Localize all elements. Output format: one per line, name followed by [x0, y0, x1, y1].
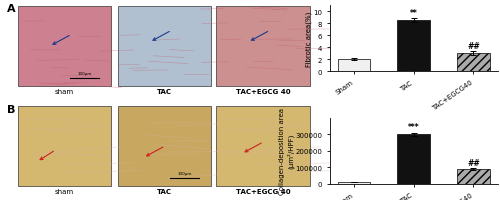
Bar: [118, 106, 212, 186]
Bar: [398, 135, 430, 184]
Bar: [18, 106, 112, 186]
Bar: [457, 54, 490, 72]
Text: sham: sham: [55, 188, 74, 194]
Text: TAC: TAC: [157, 188, 172, 194]
Bar: [457, 169, 490, 184]
Text: TAC+EGCG 40: TAC+EGCG 40: [236, 188, 290, 194]
Bar: [216, 7, 310, 87]
Text: TAC+EGCG 40: TAC+EGCG 40: [236, 89, 290, 95]
Text: 100μm: 100μm: [77, 72, 92, 76]
Text: A: A: [6, 4, 15, 14]
Y-axis label: Collagen-deposition area
(μm²/HPF): Collagen-deposition area (μm²/HPF): [280, 108, 294, 194]
Text: 100μm: 100μm: [177, 171, 192, 175]
Bar: [338, 60, 370, 72]
Text: B: B: [6, 104, 15, 114]
Bar: [216, 106, 310, 186]
Text: sham: sham: [55, 89, 74, 95]
Bar: [118, 7, 212, 87]
Bar: [398, 21, 430, 72]
Text: ***: ***: [408, 122, 420, 131]
Y-axis label: Fibrotic area(%): Fibrotic area(%): [306, 11, 312, 67]
Bar: [18, 7, 112, 87]
Text: TAC: TAC: [157, 89, 172, 95]
Text: **: **: [410, 9, 418, 18]
Text: ##: ##: [467, 158, 480, 167]
Text: ##: ##: [467, 41, 480, 50]
Bar: [338, 182, 370, 184]
